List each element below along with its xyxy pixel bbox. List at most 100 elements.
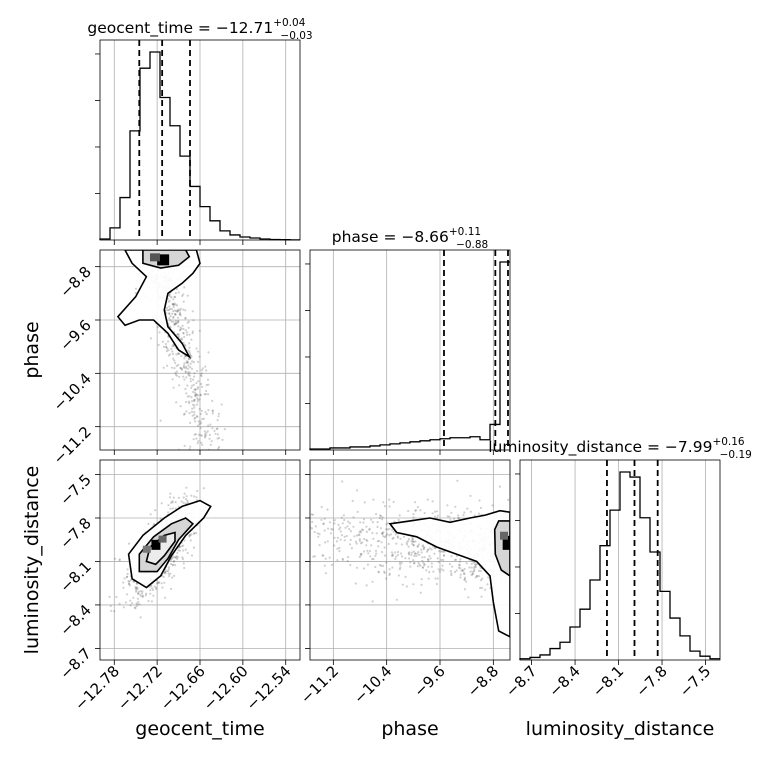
scatter-point: [118, 558, 121, 561]
scatter-point: [195, 437, 198, 440]
scatter-point: [313, 555, 317, 558]
scatter-point: [228, 533, 230, 535]
scatter-point: [197, 440, 200, 443]
scatter-point: [174, 371, 177, 374]
scatter-point: [418, 553, 421, 557]
scatter-point: [409, 565, 412, 568]
scatter-point: [466, 507, 469, 510]
scatter-point: [354, 582, 357, 585]
scatter-point: [378, 539, 381, 543]
scatter-point: [205, 431, 208, 434]
scatter-point: [377, 571, 380, 574]
scatter-point: [382, 501, 385, 504]
scatter-point: [474, 563, 477, 566]
scatter-point: [190, 494, 193, 497]
scatter-point: [193, 388, 196, 391]
scatter-point: [400, 543, 403, 546]
scatter-point: [223, 428, 226, 431]
scatter-point: [182, 375, 185, 378]
scatter-point: [261, 522, 263, 524]
scatter-point: [412, 544, 415, 547]
scatter-point: [348, 528, 351, 531]
scatter-point: [134, 607, 137, 610]
scatter-point: [182, 308, 185, 311]
scatter-point: [421, 556, 424, 559]
scatter-point: [312, 555, 315, 558]
scatter-point: [195, 393, 198, 396]
scatter-point: [460, 569, 463, 572]
histogram-bin: [200, 207, 210, 240]
scatter-point: [336, 536, 339, 540]
scatter-point: [136, 603, 139, 606]
scatter-point: [192, 438, 195, 441]
y-tick-label: −8.7: [56, 645, 94, 683]
scatter-point: [426, 550, 429, 553]
scatter-point: [365, 538, 368, 542]
scatter-point: [347, 520, 350, 523]
contour-outer: [116, 250, 201, 359]
scatter-point: [216, 419, 219, 422]
scatter-point: [211, 410, 214, 413]
scatter-point: [171, 507, 174, 510]
scatter-point: [362, 521, 365, 524]
scatter-point: [343, 535, 346, 538]
scatter-point: [150, 600, 153, 603]
scatter-point: [184, 329, 187, 332]
scatter-point: [455, 554, 458, 558]
scatter-point: [474, 576, 477, 579]
scatter-point: [176, 370, 179, 373]
scatter-point: [374, 554, 377, 558]
scatter-point: [420, 548, 423, 551]
scatter-point: [158, 331, 161, 334]
scatter-point: [293, 528, 295, 530]
scatter-point: [193, 375, 196, 378]
scatter-point: [237, 528, 239, 530]
histogram-bin: [470, 437, 480, 450]
scatter-point: [192, 383, 195, 386]
scatter-point: [376, 540, 379, 543]
scatter-point: [322, 554, 325, 557]
scatter-point: [185, 495, 188, 498]
scatter-point: [446, 504, 449, 507]
scatter-point: [188, 534, 191, 537]
ylabel-phase: phase: [21, 321, 43, 378]
scatter-point: [360, 531, 363, 534]
histogram-bin: [640, 518, 650, 660]
scatter-point: [177, 308, 180, 311]
scatter-point: [326, 540, 329, 543]
scatter-point: [153, 523, 156, 526]
scatter-point: [389, 533, 393, 536]
density-cell: [502, 535, 510, 550]
scatter-point: [481, 577, 484, 580]
scatter-point: [414, 552, 417, 555]
scatter-point: [186, 294, 189, 297]
scatter-point: [438, 550, 441, 553]
scatter-point: [196, 369, 199, 373]
scatter-point: [510, 531, 512, 533]
scatter-point: [515, 557, 517, 559]
scatter-point: [221, 495, 223, 497]
scatter-point: [169, 326, 172, 329]
scatter-point: [210, 490, 212, 492]
scatter-point: [307, 548, 309, 550]
scatter-point: [227, 478, 229, 480]
scatter-point: [171, 312, 174, 315]
scatter-point: [392, 530, 395, 533]
scatter-point: [179, 326, 182, 329]
scatter-point: [416, 544, 419, 548]
scatter-point: [385, 523, 388, 526]
histogram-bin: [150, 52, 160, 240]
scatter-point: [410, 540, 413, 543]
scatter-point: [171, 352, 174, 356]
scatter-point: [383, 505, 386, 508]
scatter-point: [161, 340, 164, 343]
scatter-point: [219, 545, 221, 547]
scatter-point: [314, 525, 317, 528]
scatter-point: [413, 554, 416, 558]
scatter-point: [110, 609, 113, 613]
scatter-point: [193, 417, 196, 420]
scatter-point: [430, 548, 433, 551]
scatter-point: [479, 570, 482, 573]
scatter-point: [187, 358, 190, 361]
scatter-point: [341, 558, 344, 562]
